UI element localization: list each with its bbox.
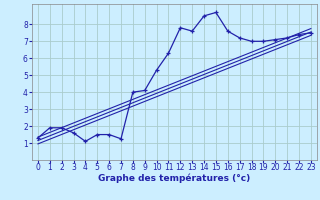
X-axis label: Graphe des températures (°c): Graphe des températures (°c) [98, 174, 251, 183]
